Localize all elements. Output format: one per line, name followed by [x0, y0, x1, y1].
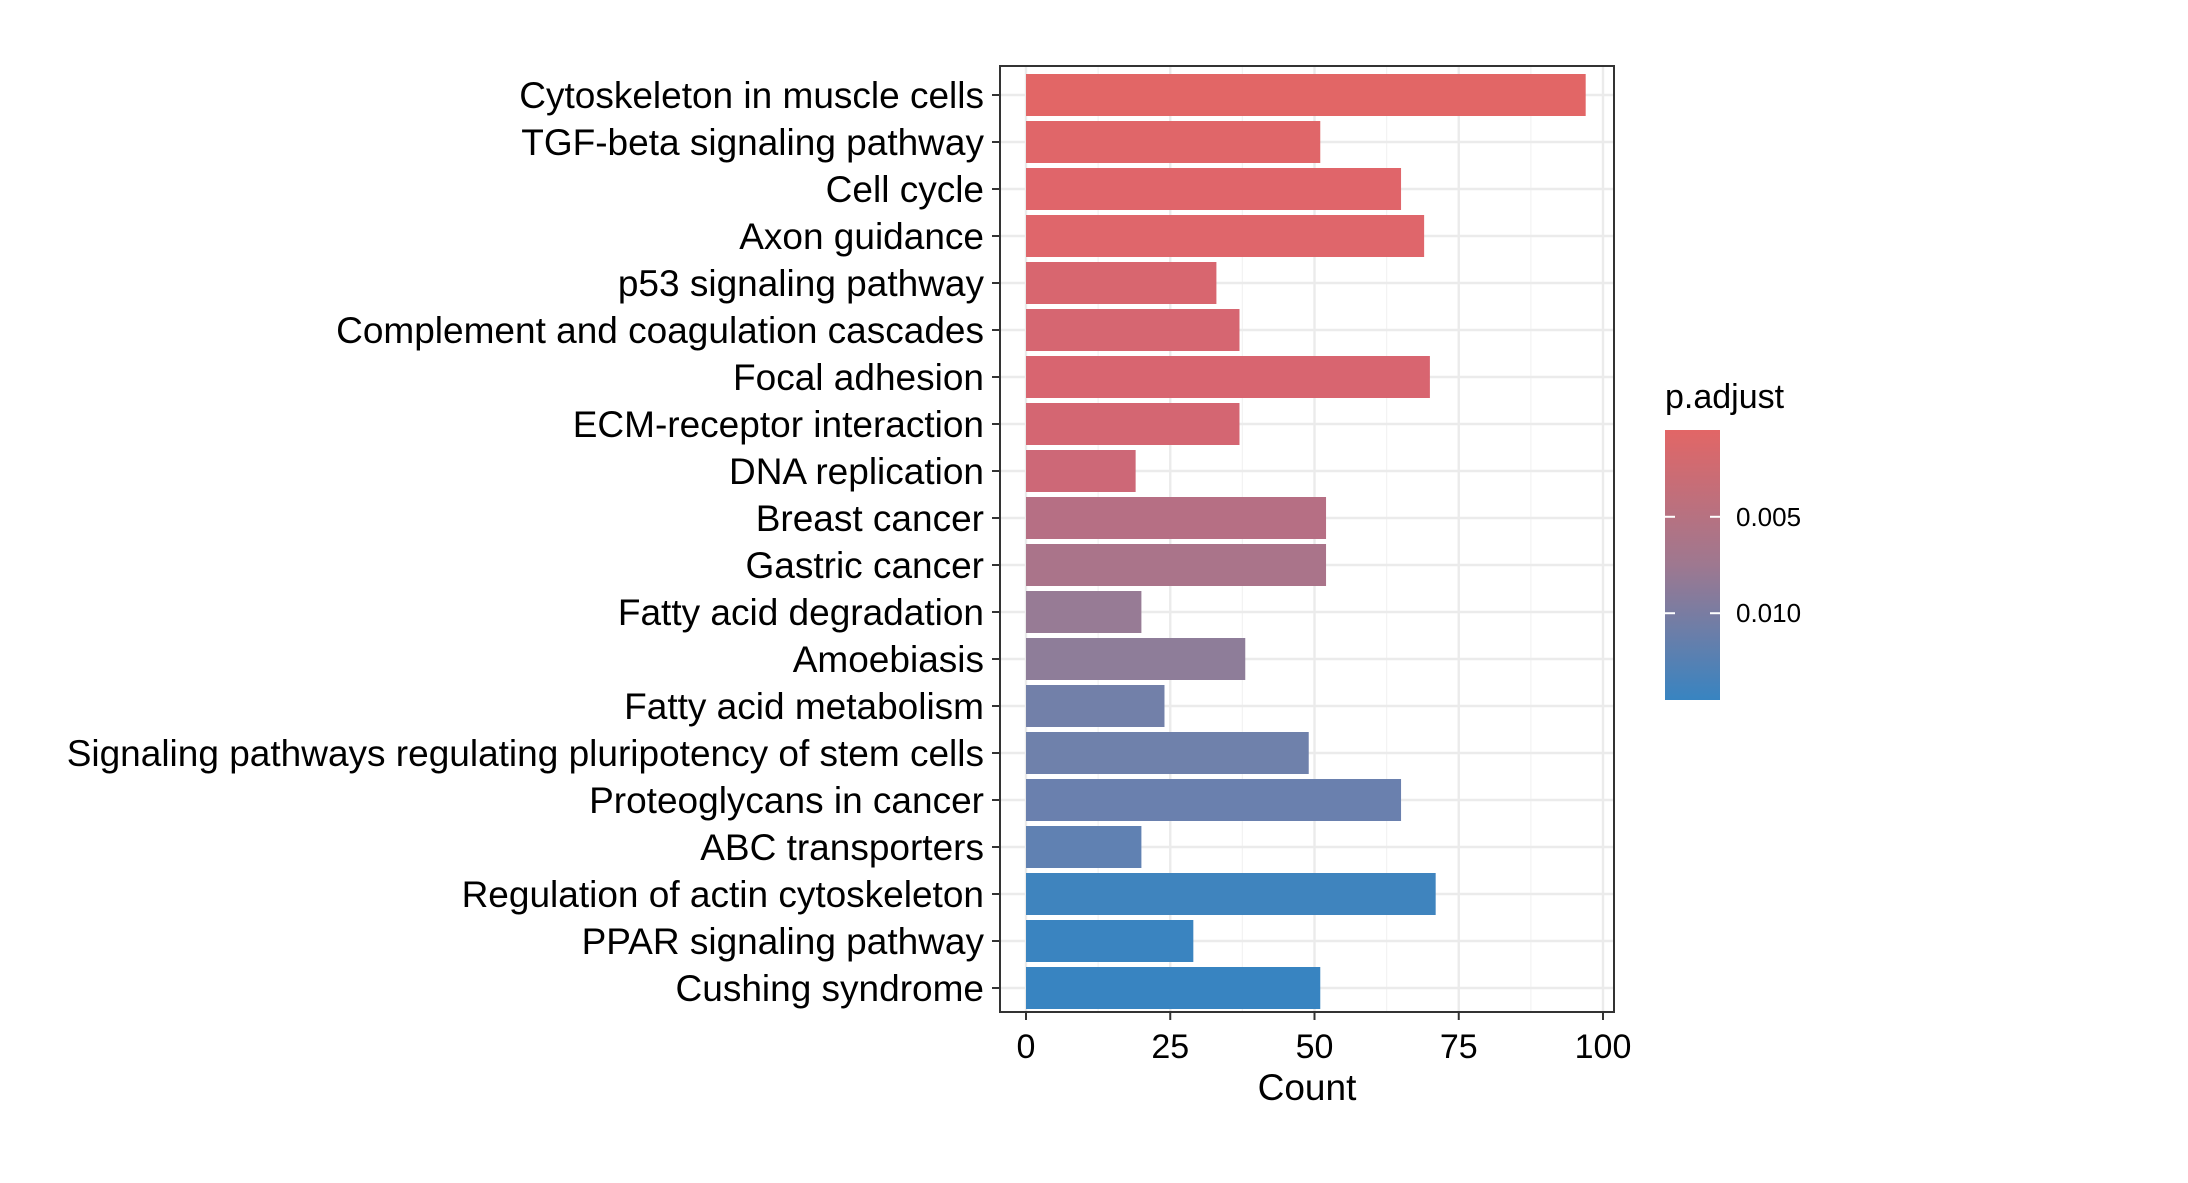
- bar: [1026, 544, 1327, 586]
- y-tick-label: Focal adhesion: [733, 357, 984, 398]
- legend-tick-label: 0.005: [1736, 502, 1801, 532]
- bar: [1026, 262, 1217, 304]
- legend-ticks: 0.005 0.010: [1665, 502, 1801, 628]
- x-axis-title: Count: [1258, 1067, 1357, 1108]
- y-tick-label: PPAR signaling pathway: [582, 921, 985, 962]
- x-tick-label: 50: [1296, 1028, 1334, 1066]
- bar: [1026, 920, 1194, 962]
- y-tick-label: p53 signaling pathway: [618, 263, 985, 304]
- y-tick-label: DNA replication: [729, 451, 984, 492]
- bar: [1026, 168, 1402, 210]
- y-tick-label: Breast cancer: [756, 498, 984, 539]
- x-tick-label: 25: [1151, 1028, 1189, 1066]
- bars: [1026, 74, 1586, 1009]
- bar: [1026, 873, 1436, 915]
- x-tick-label: 100: [1575, 1028, 1632, 1066]
- x-tick-label: 75: [1440, 1028, 1478, 1066]
- y-tick-label: ECM-receptor interaction: [573, 404, 984, 445]
- y-tick-label: Cytoskeleton in muscle cells: [519, 75, 984, 116]
- y-tick-label: Axon guidance: [739, 216, 984, 257]
- y-tick-label: Proteoglycans in cancer: [589, 780, 984, 821]
- bar: [1026, 967, 1321, 1009]
- x-tick-label: 0: [1017, 1028, 1036, 1066]
- bar: [1026, 638, 1246, 680]
- bar: [1026, 356, 1430, 398]
- y-tick-label: Fatty acid metabolism: [624, 686, 984, 727]
- bar: [1026, 215, 1425, 257]
- legend-tick-label: 0.010: [1736, 598, 1801, 628]
- bar: [1026, 403, 1240, 445]
- bar: [1026, 732, 1309, 774]
- y-tick-label: Regulation of actin cytoskeleton: [462, 874, 984, 915]
- y-tick-label: Amoebiasis: [793, 639, 984, 680]
- y-tick-label: TGF-beta signaling pathway: [521, 122, 984, 163]
- bar: [1026, 74, 1586, 116]
- bar: [1026, 450, 1136, 492]
- y-tick-label: Cell cycle: [826, 169, 984, 210]
- x-axis: 0 25 50 75 100: [1017, 1012, 1632, 1066]
- y-tick-label: Cushing syndrome: [676, 968, 984, 1009]
- bar: [1026, 121, 1321, 163]
- y-tick-label: Fatty acid degradation: [618, 592, 984, 633]
- bar: [1026, 591, 1142, 633]
- plot-panel-border: [999, 65, 1615, 1013]
- color-legend: p.adjust 0.005 0.010: [1665, 378, 1801, 700]
- y-tick-label: Signaling pathways regulating pluripoten…: [67, 733, 984, 774]
- legend-color-bar: [1665, 430, 1720, 700]
- y-tick-label: Complement and coagulation cascades: [336, 310, 984, 351]
- bar: [1026, 685, 1165, 727]
- legend-title: p.adjust: [1665, 378, 1785, 416]
- bar: [1026, 826, 1142, 868]
- y-tick-label: Gastric cancer: [745, 545, 984, 586]
- y-axis: Cytoskeleton in muscle cells TGF-beta sig…: [67, 75, 1000, 1009]
- bar: [1026, 309, 1240, 351]
- y-tick-label: ABC transporters: [700, 827, 984, 868]
- bar: [1026, 779, 1402, 821]
- bar: [1026, 497, 1327, 539]
